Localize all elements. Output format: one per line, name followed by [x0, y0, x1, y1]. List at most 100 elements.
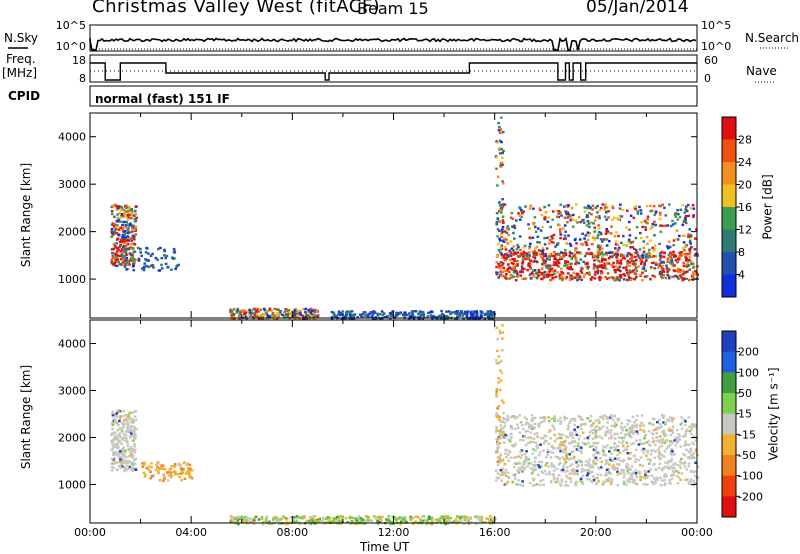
power-cell: [566, 260, 570, 263]
power-cell: [572, 271, 576, 275]
velocity-cell: [501, 467, 504, 470]
velocity-cell: [648, 443, 651, 446]
velocity-cell: [622, 449, 625, 453]
velocity-cell: [350, 520, 354, 523]
velocity-cell: [616, 444, 620, 448]
power-scale-swatch: [722, 274, 736, 298]
velocity-cell: [683, 423, 687, 427]
power-cell: [658, 213, 662, 217]
power-cell: [618, 214, 622, 218]
power-cell: [630, 256, 634, 259]
power-cell: [255, 313, 259, 316]
power-cell: [547, 236, 551, 239]
velocity-cell: [658, 418, 661, 422]
power-cell: [600, 247, 604, 250]
velocity-cell: [659, 435, 662, 438]
power-cell: [546, 275, 549, 278]
power-cell: [513, 259, 516, 263]
velocity-cell: [663, 465, 667, 469]
power-cell: [577, 262, 581, 265]
velocity-cell: [420, 515, 424, 518]
power-cell: [471, 315, 474, 318]
velocity-cell: [669, 452, 673, 455]
noise-left-tick-bottom: 10^0: [56, 40, 86, 53]
velocity-cell: [553, 415, 556, 418]
power-cell: [667, 253, 671, 257]
power-cell: [653, 220, 656, 223]
velocity-cell: [466, 516, 469, 519]
power-cell: [114, 259, 117, 262]
power-cell: [644, 259, 648, 262]
power-cell: [585, 206, 589, 210]
power-cell: [129, 231, 132, 234]
power-cell: [574, 247, 578, 250]
nave-label: Nave: [746, 64, 777, 78]
power-cell: [616, 259, 619, 262]
power-cell: [115, 208, 119, 211]
power-cell: [273, 314, 277, 317]
power-cell: [685, 209, 689, 213]
velocity-cell: [185, 472, 188, 475]
velocity-cell: [495, 427, 498, 431]
power-cell: [133, 243, 137, 246]
power-cell: [124, 226, 128, 229]
velocity-cell: [658, 423, 662, 426]
velocity-cell: [627, 472, 630, 475]
velocity-cell: [556, 419, 560, 422]
power-cell: [560, 267, 563, 270]
velocity-scale-tick-label: 15: [738, 408, 752, 421]
power-cell: [512, 268, 515, 271]
velocity-cell: [563, 440, 566, 443]
velocity-cell: [435, 518, 438, 521]
velocity-cell: [338, 519, 342, 523]
velocity-cell: [630, 465, 634, 468]
velocity-cell: [692, 443, 695, 446]
velocity-scale-frame: [721, 330, 737, 518]
power-cell: [611, 205, 614, 208]
velocity-cell: [452, 520, 456, 523]
power-cell: [650, 254, 654, 257]
power-cell: [596, 204, 599, 208]
velocity-cell: [126, 424, 130, 427]
velocity-cell: [686, 456, 690, 460]
velocity-cell: [301, 517, 304, 520]
power-cell: [455, 310, 459, 313]
velocity-scale-swatch: [722, 331, 736, 353]
velocity-cell: [573, 428, 576, 431]
power-cell: [687, 203, 690, 207]
velocity-cell: [693, 481, 696, 485]
velocity-cell: [566, 469, 569, 473]
velocity-cell: [171, 465, 174, 468]
power-cell: [526, 268, 529, 272]
power-cell: [510, 211, 514, 215]
velocity-cell: [311, 515, 315, 518]
velocity-cell: [449, 520, 453, 524]
power-cell: [673, 222, 677, 225]
power-cell: [605, 251, 608, 255]
velocity-cell: [557, 474, 561, 477]
velocity-cell: [629, 457, 633, 460]
power-cell: [580, 271, 584, 274]
power-cell: [516, 243, 519, 247]
power-cell: [582, 221, 586, 225]
power-cell: [120, 206, 123, 209]
power-cell: [646, 215, 650, 218]
velocity-cell: [598, 435, 602, 438]
power-cell: [635, 226, 639, 229]
power-cell: [665, 267, 669, 270]
velocity-cell: [635, 439, 638, 442]
power-cell: [116, 237, 120, 240]
power-cell: [503, 258, 507, 261]
velocity-cell: [284, 522, 288, 526]
velocity-cell: [537, 473, 540, 476]
velocity-cell: [574, 484, 578, 487]
power-cell: [688, 278, 691, 282]
velocity-cell: [318, 517, 321, 521]
power-cell: [230, 314, 234, 318]
velocity-cell: [554, 455, 558, 458]
velocity-cell: [143, 475, 147, 478]
velocity-cell: [120, 460, 124, 463]
velocity-cell: [634, 458, 638, 461]
velocity-scale-tick-label: -50: [738, 449, 756, 462]
velocity-cell: [538, 460, 541, 464]
